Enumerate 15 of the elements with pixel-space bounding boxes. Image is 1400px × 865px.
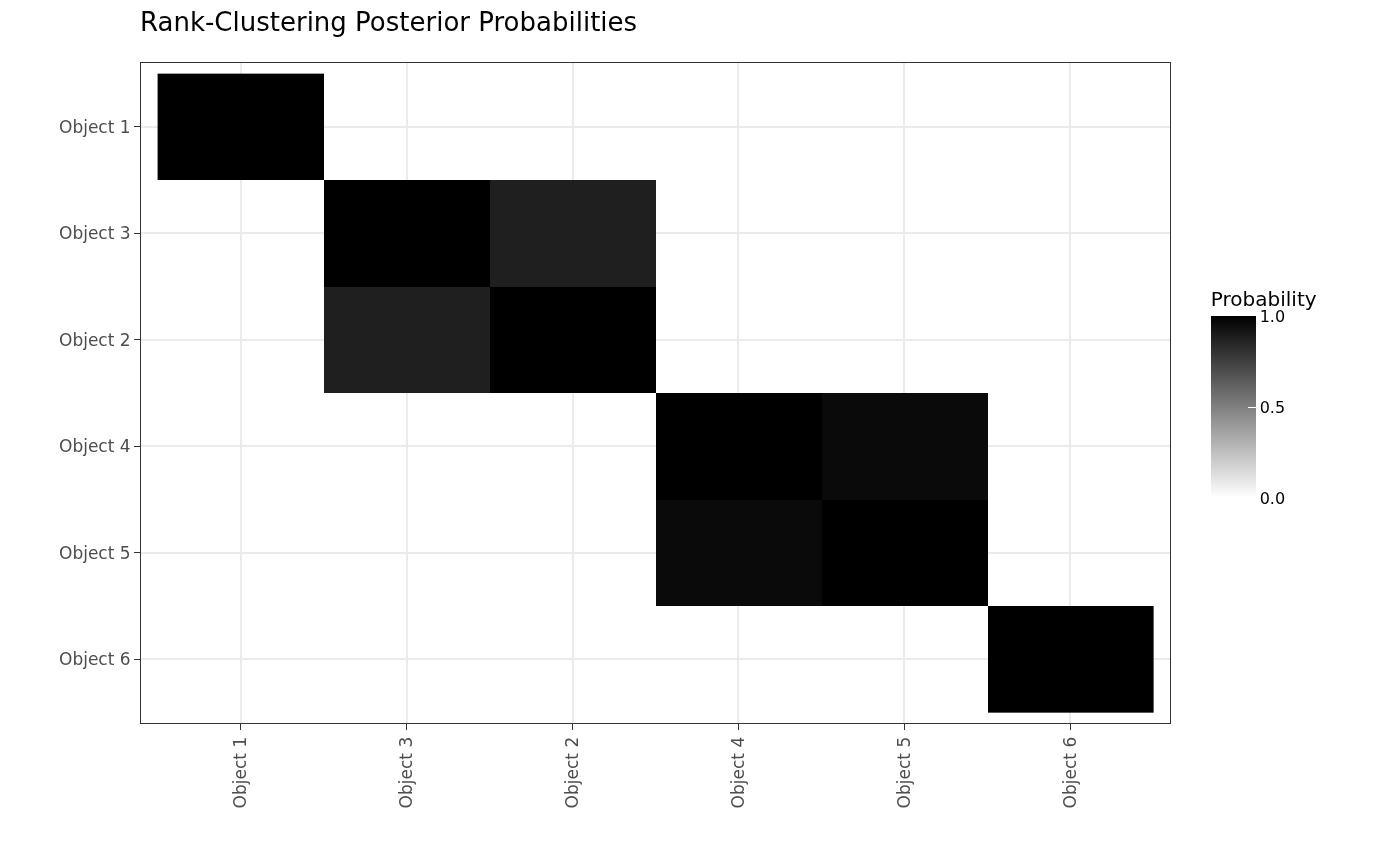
x-tick-label: Object 2 (562, 736, 583, 809)
x-tick-label: Object 3 (396, 736, 417, 809)
y-tick-label: Object 1 (59, 116, 131, 137)
color-bar-label: 0.0 (1259, 489, 1286, 509)
x-tick-label: Object 1 (230, 736, 251, 809)
y-tick-label: Object 6 (59, 649, 131, 670)
chart-title: Rank-Clustering Posterior Probabilities (140, 7, 638, 38)
y-tick-label: Object 5 (59, 542, 131, 563)
x-tick-label: Object 4 (728, 736, 749, 809)
x-tick-label: Object 5 (893, 736, 914, 809)
x-tick-label: Object 6 (1059, 736, 1080, 809)
y-tick-label: Object 3 (59, 223, 131, 244)
color-bar-label: 0.5 (1259, 398, 1286, 418)
y-tick-label: Object 2 (59, 329, 131, 350)
y-tick-label: Object 4 (59, 436, 131, 457)
